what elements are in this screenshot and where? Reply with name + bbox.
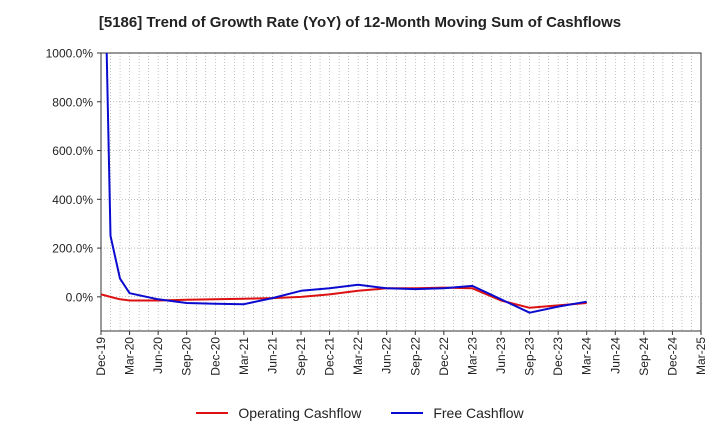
x-tick-label: Dec-24 bbox=[665, 337, 679, 376]
legend-item-operating: Operating Cashflow bbox=[196, 405, 361, 421]
y-tick-label: 1000.0% bbox=[46, 47, 94, 61]
y-tick-label: 600.0% bbox=[52, 144, 93, 158]
x-tick-label: Mar-23 bbox=[465, 337, 479, 375]
x-tick-label: Jun-22 bbox=[380, 337, 394, 374]
x-tick-label: Mar-20 bbox=[123, 337, 137, 375]
y-tick-label: 0.0% bbox=[66, 290, 94, 304]
x-tick-label: Mar-25 bbox=[694, 337, 708, 375]
x-tick-label: Jun-23 bbox=[494, 337, 508, 374]
legend-swatch-operating bbox=[196, 412, 229, 414]
x-tick-label: Sep-24 bbox=[637, 337, 651, 376]
series-line-free-cashflow bbox=[105, 53, 587, 314]
x-tick-label: Jun-24 bbox=[608, 337, 622, 374]
plot-frame bbox=[100, 52, 702, 332]
tick-labels: 0.0% 200.0% 400.0% 600.0% 800.0% 1000.0% Dec-1… bbox=[46, 47, 708, 376]
x-tick-label: Mar-21 bbox=[237, 337, 251, 375]
x-tick-label: Dec-20 bbox=[208, 337, 222, 376]
x-tick-label: Jun-20 bbox=[151, 337, 165, 374]
series-lines bbox=[101, 53, 587, 314]
x-tick-label: Sep-23 bbox=[523, 337, 537, 376]
y-tick-label: 200.0% bbox=[52, 242, 93, 256]
x-tick-label: Dec-22 bbox=[437, 337, 451, 376]
x-tick-label: Dec-23 bbox=[551, 337, 565, 376]
x-tick-label: Mar-22 bbox=[351, 337, 365, 375]
y-tick-label: 400.0% bbox=[52, 193, 93, 207]
series-line-operating-cashflow bbox=[101, 286, 587, 309]
x-tick-label: Sep-20 bbox=[180, 337, 194, 376]
legend-swatch-free bbox=[391, 412, 424, 414]
legend-item-free: Free Cashflow bbox=[391, 405, 524, 421]
legend: Operating Cashflow Free Cashflow bbox=[0, 405, 720, 421]
legend-label-free: Free Cashflow bbox=[433, 405, 524, 421]
x-tick-label: Dec-19 bbox=[94, 337, 108, 376]
axes bbox=[100, 52, 702, 332]
x-tick-label: Mar-24 bbox=[580, 337, 594, 375]
x-tick-label: Sep-21 bbox=[294, 337, 308, 376]
legend-label-operating: Operating Cashflow bbox=[238, 405, 362, 421]
x-tick-label: Sep-22 bbox=[408, 337, 422, 376]
chart-title: [5186] Trend of Growth Rate (YoY) of 12-… bbox=[98, 14, 622, 31]
y-tick-label: 800.0% bbox=[52, 95, 93, 109]
x-tick-label: Dec-21 bbox=[323, 337, 337, 376]
x-tick-label: Jun-21 bbox=[265, 337, 279, 374]
